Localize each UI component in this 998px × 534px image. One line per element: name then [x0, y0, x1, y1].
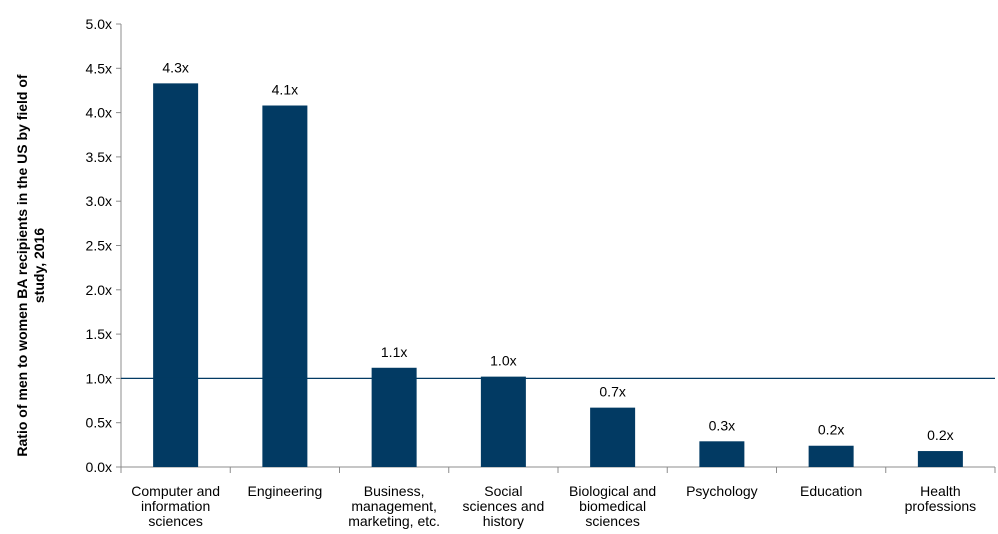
y-tick-label: 5.0x: [86, 16, 112, 32]
bar: [699, 441, 745, 467]
y-tick-label: 2.5x: [86, 238, 112, 254]
bar: [480, 376, 526, 467]
x-tick-label: Business, management, marketing, etc.: [348, 483, 440, 529]
value-label: 0.7x: [599, 384, 625, 400]
value-label: 0.2x: [818, 422, 844, 438]
y-tick-label: 4.5x: [86, 60, 112, 76]
value-label: 4.1x: [272, 82, 298, 98]
x-tick-label: Biological and biomedical sciences: [569, 483, 656, 529]
y-tick-label: 2.0x: [86, 282, 112, 298]
x-tick-label: Social sciences and history: [463, 483, 545, 529]
y-tick-label: 0.0x: [86, 459, 112, 475]
y-tick-label: 3.0x: [86, 193, 112, 209]
x-tick-label: Education: [800, 483, 862, 499]
x-tick-label: Health professions: [905, 483, 977, 514]
value-label: 1.0x: [490, 353, 516, 369]
value-label: 0.2x: [927, 427, 953, 443]
bar: [590, 407, 636, 467]
bar: [808, 445, 854, 467]
y-tick-label: 1.0x: [86, 370, 112, 386]
bar: [371, 367, 417, 467]
x-tick-label: Computer and information sciences: [131, 483, 220, 529]
value-label: 0.3x: [709, 417, 735, 433]
y-tick-label: 1.5x: [86, 326, 112, 342]
y-tick-label: 0.5x: [86, 415, 112, 431]
y-tick-label: 3.5x: [86, 149, 112, 165]
value-label: 1.1x: [381, 344, 407, 360]
y-axis-title: Ratio of men to women BA recipients in t…: [14, 74, 47, 457]
x-tick-label: Psychology: [686, 483, 758, 499]
x-tick-label: Engineering: [248, 483, 323, 499]
bar: [917, 451, 963, 467]
bar: [262, 105, 308, 468]
value-label: 4.3x: [162, 59, 188, 75]
y-tick-label: 4.0x: [86, 105, 112, 121]
bar: [153, 83, 199, 467]
